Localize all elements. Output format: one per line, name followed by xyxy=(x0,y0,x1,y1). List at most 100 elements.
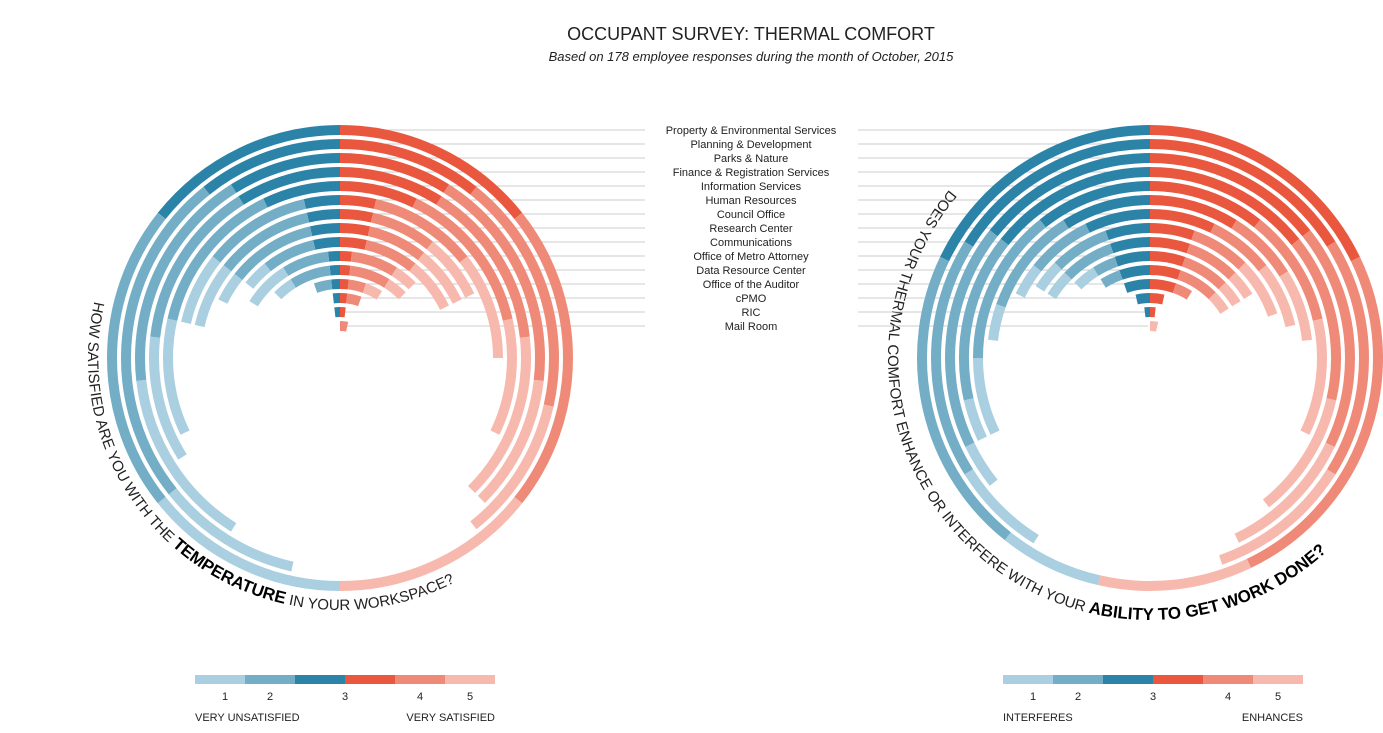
arc-segment xyxy=(1246,256,1383,568)
arc-segment xyxy=(945,230,998,447)
legend-low: VERY UNSATISFIED xyxy=(195,712,300,724)
arc-segment xyxy=(339,181,417,208)
arc-segment xyxy=(329,265,341,276)
arc-segment xyxy=(1074,267,1099,290)
legend-swatch xyxy=(1203,675,1253,684)
legend-swatch xyxy=(295,675,345,684)
arc-segment xyxy=(328,251,341,262)
arc-segment xyxy=(959,238,1009,401)
arc-segment xyxy=(167,198,268,321)
arc-segment xyxy=(362,283,383,300)
arc-segment xyxy=(339,321,349,332)
legend-label: 1 xyxy=(1030,691,1036,703)
legend-swatch xyxy=(1003,675,1053,684)
arc-segment xyxy=(274,279,296,300)
arc-segment xyxy=(339,209,374,223)
arc-segment xyxy=(436,196,530,338)
category-label: Parks & Nature xyxy=(714,153,789,165)
arc-segment xyxy=(339,125,523,219)
arc-segment xyxy=(1231,219,1289,277)
arc-segment xyxy=(1135,293,1151,305)
arc-segment xyxy=(306,209,341,223)
arc-segment xyxy=(168,488,294,572)
category-label: Office of the Auditor xyxy=(703,279,800,291)
arc-segment xyxy=(313,237,341,250)
arc-segment xyxy=(1149,153,1311,237)
arc-segment xyxy=(1218,282,1241,307)
arc-segment xyxy=(346,293,362,307)
legend-high: VERY SATISFIED xyxy=(406,712,495,724)
arc-segment xyxy=(1149,209,1215,233)
category-label: Information Services xyxy=(701,181,802,193)
arc-segment xyxy=(1279,271,1312,341)
category-label: Research Center xyxy=(709,223,792,235)
arc-segment xyxy=(1064,243,1114,280)
legend-swatch xyxy=(1103,675,1153,684)
arc-segment xyxy=(470,404,554,530)
category-label: Planning & Development xyxy=(690,139,811,151)
arc-segment xyxy=(364,240,416,272)
arc-segment xyxy=(245,263,271,289)
arc-segment xyxy=(194,265,232,328)
legend-low: INTERFERES xyxy=(1003,712,1073,724)
arc-segment xyxy=(339,265,351,276)
arc-segment xyxy=(965,442,998,486)
arc-segment xyxy=(218,273,243,304)
legend-label: 4 xyxy=(1225,691,1231,703)
arc-segment xyxy=(1238,262,1278,317)
legend-high: ENHANCES xyxy=(1242,712,1303,724)
arc-segment xyxy=(1114,251,1151,267)
arc-segment xyxy=(349,265,390,288)
arc-segment xyxy=(373,199,468,263)
arc-segment xyxy=(303,195,341,209)
arc-segment xyxy=(964,469,1039,544)
arc-segment xyxy=(1262,398,1337,508)
arc-segment xyxy=(1033,223,1090,272)
arc-segment xyxy=(470,186,559,407)
legend-swatch xyxy=(1053,675,1103,684)
arc-segment xyxy=(1149,139,1336,247)
arc-segment xyxy=(290,265,331,288)
arc-segment xyxy=(1326,241,1369,475)
arc-segment xyxy=(391,267,416,290)
arc-segment xyxy=(370,212,433,250)
arc-segment xyxy=(931,241,974,475)
arc-segment xyxy=(150,196,244,338)
category-label: Property & Environmental Services xyxy=(666,125,837,137)
arc-segment xyxy=(1186,243,1236,280)
arc-segment xyxy=(339,223,371,237)
arc-segment xyxy=(339,237,367,250)
arc-segment xyxy=(1054,230,1109,270)
category-label: Communications xyxy=(710,237,792,249)
arc-segment xyxy=(203,139,341,195)
arc-segment xyxy=(1035,262,1062,292)
arc-segment xyxy=(477,379,544,503)
category-label: RIC xyxy=(742,307,761,319)
arc-segment xyxy=(1119,265,1151,280)
arc-segment xyxy=(1234,442,1335,543)
arc-segment xyxy=(1085,209,1151,233)
arc-segment xyxy=(136,379,237,532)
arc-segment xyxy=(181,256,221,325)
arc-segment xyxy=(1181,257,1226,290)
arc-segment xyxy=(1149,125,1360,262)
arc-segment xyxy=(1039,181,1151,228)
legend-label: 1 xyxy=(222,691,228,703)
arc-segment xyxy=(249,267,289,307)
arc-segment xyxy=(1300,318,1327,435)
arc-segment xyxy=(339,139,477,195)
arc-segment xyxy=(384,279,406,300)
arc-segment xyxy=(467,336,531,494)
arc-segment xyxy=(917,256,1011,541)
arc-segment xyxy=(157,497,341,591)
arc-segment xyxy=(973,357,1000,435)
arc-segment xyxy=(309,223,341,237)
arc-segment xyxy=(1047,272,1072,300)
arc-segment xyxy=(263,181,341,208)
legend-swatch xyxy=(345,675,395,684)
arc-segment xyxy=(223,212,310,272)
arc-segment xyxy=(1258,265,1296,328)
arc-segment xyxy=(1172,283,1193,300)
arc-segment xyxy=(339,167,442,205)
arc-segment xyxy=(417,252,462,304)
